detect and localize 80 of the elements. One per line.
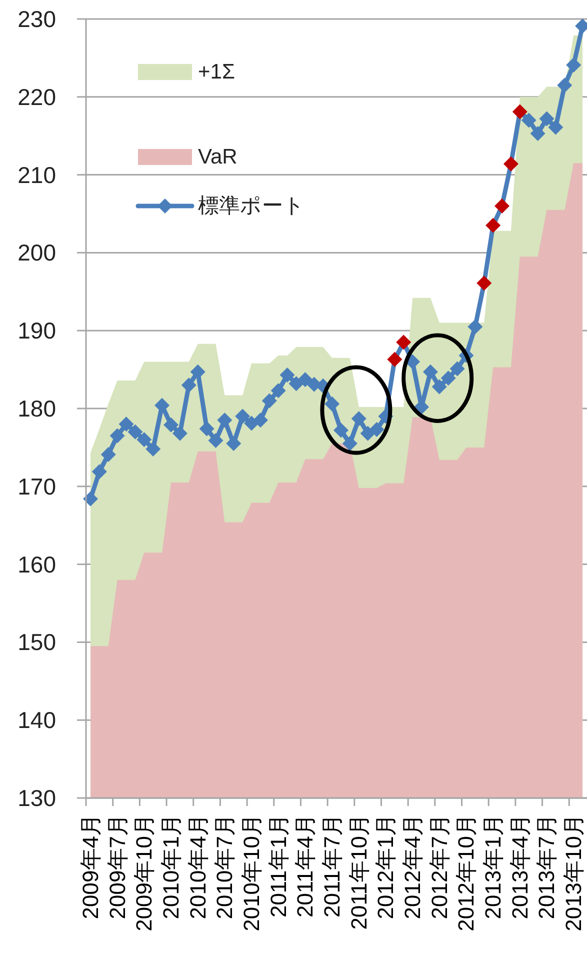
point [118,416,134,432]
point [342,436,358,452]
point [530,126,546,142]
x-tick-label: 2010年7月 [212,814,238,920]
point [494,198,510,214]
point [110,428,125,444]
point [369,422,384,438]
point [396,334,412,350]
x-tick-label: 2009年10月 [132,814,157,932]
x-tick-label: 2011年4月 [292,814,318,918]
x-tick-label: 2010年4月 [185,814,210,920]
point [172,426,188,441]
y-tick-label: 220 [18,84,56,110]
point [422,364,438,380]
point [360,426,376,441]
point [226,436,242,452]
x-tick-label: 2012年7月 [426,814,452,920]
point [440,370,456,386]
legend-label: 標準ポート [198,194,305,218]
point [235,408,250,424]
x-tick-label: 2012年10月 [454,814,479,932]
x-tick-label: 2010年1月 [158,814,184,920]
point [468,319,483,334]
point [280,368,295,383]
x-tick-label: 2013年10月 [561,814,586,932]
point [557,78,572,93]
point [298,372,313,388]
x-tick-label: 2011年10月 [346,814,372,930]
point [262,393,277,408]
point [217,412,232,428]
x-tick-label: 2013年7月 [534,814,560,920]
point [324,396,340,412]
point [100,446,116,462]
x-tick-label: 2013年4月 [507,814,532,920]
point [208,432,224,448]
y-tick-label: 210 [18,162,56,188]
x-tick-label: 2009年7月 [104,814,130,920]
point [146,442,161,457]
point [548,120,564,135]
point [503,156,518,172]
point [450,361,465,376]
point [333,422,348,438]
y-tick-label: 180 [18,396,56,422]
x-tick-label: 2012年4月 [400,814,426,920]
x-tick-label: 2013年1月 [480,814,506,920]
point [351,411,366,426]
point [387,352,402,367]
x-tick-label: 2011年7月 [320,814,345,918]
y-tick-label: 190 [18,318,56,344]
point [163,417,178,432]
point [432,379,447,394]
y-tick-label: 140 [18,707,56,734]
point [476,276,492,291]
y-tick-label: 200 [18,240,56,266]
legend-label: +1Σ [198,60,235,84]
y-tick-label: 150 [18,629,56,656]
point [512,104,528,120]
point [181,378,196,393]
point [521,112,536,128]
point [270,383,286,398]
point [128,424,143,440]
point [92,464,107,480]
point [539,111,554,126]
point [566,57,582,72]
x-tick-label: 2011年1月 [266,814,291,918]
point [486,218,501,233]
x-tick-label: 2012年1月 [373,814,398,920]
point [190,364,206,380]
point [288,376,304,392]
y-tick-label: 170 [18,473,56,500]
point [199,421,214,436]
y-tick-label: 160 [18,551,56,578]
y-tick-label: 230 [18,6,56,32]
y-tick-label: 130 [18,785,56,811]
point [82,491,98,506]
x-tick-label: 2010年10月 [239,814,264,932]
legend-label: VaR [198,146,238,168]
point [252,412,268,428]
x-tick-label: 2009年4月 [78,814,103,920]
point [136,432,152,448]
